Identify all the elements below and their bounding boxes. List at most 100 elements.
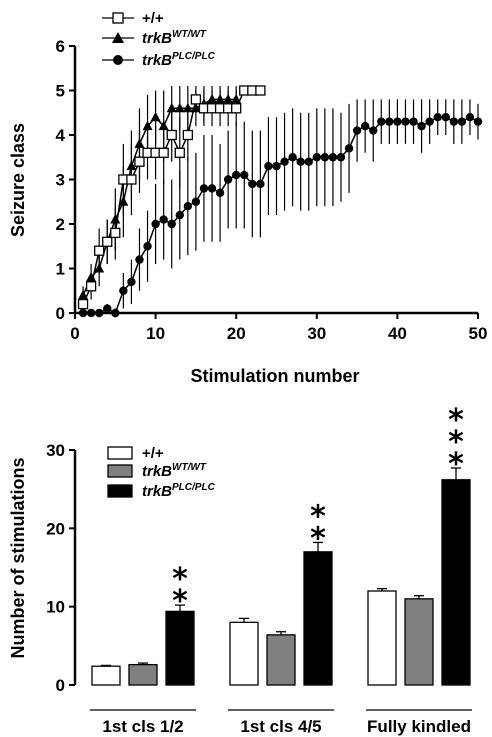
legend-label-sup: PLC/PLC (172, 482, 216, 493)
bar-chart-y-tick-label: 20 (46, 519, 65, 538)
data-point-square (158, 147, 169, 158)
bar (266, 634, 296, 686)
data-point-circle (167, 219, 176, 229)
line-chart-x-tick-label: 30 (307, 324, 326, 343)
data-point-circle (240, 170, 249, 180)
line-chart-x-tick-label: 40 (388, 324, 407, 343)
data-point-circle (78, 308, 88, 318)
data-point-circle (409, 117, 418, 126)
data-point-circle (312, 153, 321, 162)
legend-item: +/+ (102, 10, 164, 27)
data-point-circle (449, 117, 459, 126)
data-point-square (174, 147, 185, 158)
data-point-circle (296, 157, 305, 166)
data-point-circle (232, 170, 241, 180)
legend-label-sup: WT/WT (172, 462, 207, 473)
bar-chart-category-label: Fully kindled (367, 717, 471, 736)
legend-label: +/+ (142, 445, 164, 462)
data-point-circle (86, 308, 96, 318)
bar (441, 479, 471, 686)
significance-star: * (310, 521, 326, 556)
bar-chart-y-axis-title: Number of stimulations (8, 457, 28, 658)
legend-label-main: trkB (142, 52, 172, 69)
bar (165, 610, 195, 686)
data-point-circle (401, 117, 410, 126)
line-series-0 (77, 85, 266, 310)
bar-chart-category-label: 1st cls 1/2 (102, 717, 183, 736)
bar (128, 663, 158, 686)
data-point-circle (183, 202, 193, 211)
significance-star: * (310, 499, 326, 534)
data-point-triangle (150, 111, 161, 122)
data-point-circle (119, 286, 128, 295)
data-point-circle (393, 117, 402, 126)
legend-label-main: +/+ (142, 10, 164, 27)
legend-label-sup: PLC/PLC (172, 51, 216, 62)
data-point-circle (111, 308, 120, 318)
significance-star: * (448, 425, 464, 460)
significance-star: * (448, 447, 464, 482)
legend-label-main: +/+ (142, 445, 164, 462)
bar-chart-bars: ******* (91, 403, 471, 686)
legend-item: trkBWT/WT (107, 462, 207, 480)
bar-group: ** (91, 562, 195, 686)
data-point-circle (425, 117, 434, 126)
data-point-square (231, 103, 242, 114)
bar (367, 590, 397, 686)
data-point-triangle (142, 120, 153, 131)
bar (229, 621, 259, 686)
line-chart-x-tick-label: 20 (227, 324, 246, 343)
legend-label: trkBWT/WT (142, 462, 207, 480)
line-chart-y-tick-label: 3 (56, 171, 65, 190)
legend-item: trkBPLC/PLC (102, 51, 216, 69)
legend-item: trkBWT/WT (102, 29, 207, 47)
significance-star: * (172, 584, 188, 619)
bar (404, 598, 434, 686)
line-chart-x-tick-label: 50 (469, 324, 488, 343)
data-point-triangle (182, 102, 193, 113)
line-chart-y-axis-title: Seizure class (8, 123, 28, 237)
data-point-circle (191, 197, 201, 206)
data-point-circle (199, 184, 209, 193)
data-point-square (166, 129, 177, 141)
line-chart-y-tick-label: 6 (56, 37, 65, 56)
data-point-circle (473, 117, 483, 126)
data-point-square (134, 156, 145, 167)
bar-chart-y-tick-label: 0 (56, 676, 65, 695)
data-point-triangle (166, 102, 177, 113)
legend-label-main: trkB (142, 483, 172, 500)
data-point-circle (175, 210, 184, 220)
data-point-square (126, 174, 137, 185)
data-point-circle (288, 153, 297, 162)
line-chart-x-axis-title: Stimulation number (190, 366, 359, 386)
significance-star: * (172, 562, 188, 597)
bar-chart-category-label: 1st cls 4/5 (240, 717, 321, 736)
data-point-circle (215, 188, 225, 198)
data-point-circle (248, 179, 257, 189)
data-point-circle (328, 153, 338, 162)
line-chart-x-tick-label: 10 (146, 324, 165, 343)
data-point-circle (336, 153, 346, 162)
legend-swatch (107, 464, 133, 478)
data-point-circle (280, 157, 289, 166)
data-point-triangle (174, 102, 185, 113)
line-chart-y-tick-label: 4 (56, 126, 66, 145)
legend-label-sup: WT/WT (172, 29, 207, 40)
data-point-circle (135, 255, 144, 264)
data-point-square (110, 227, 121, 239)
data-point-circle (272, 161, 281, 171)
line-chart-y-tick-label: 5 (56, 82, 65, 101)
data-point-square (77, 298, 89, 310)
line-chart-y-tick-label: 0 (56, 304, 65, 323)
legend-label-main: trkB (142, 30, 172, 47)
line-chart-series (77, 85, 483, 318)
bar-chart-axes (69, 449, 77, 686)
data-point-circle (377, 117, 386, 126)
legend-label-main: trkB (142, 463, 172, 480)
data-point-circle (223, 175, 233, 184)
data-point-circle (94, 308, 104, 318)
data-point-circle (385, 117, 394, 126)
